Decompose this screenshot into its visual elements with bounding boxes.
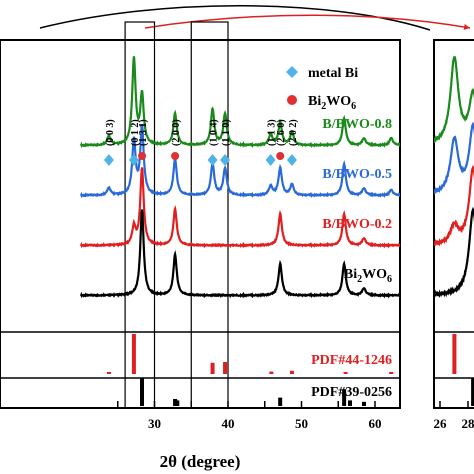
series-layer: [79, 56, 400, 299]
reference-label-1: PDF#44-1246: [311, 353, 392, 368]
peak-marker-4: [171, 152, 180, 160]
series-line-1: [79, 56, 400, 149]
x-tick-label-2: 30: [148, 416, 161, 431]
reference-stick-1-6: [289, 370, 294, 374]
inset-plot-frame: [433, 39, 474, 409]
highlight-box-2: [190, 21, 229, 409]
reference-stick-1-1: [106, 372, 111, 374]
highlight-boxes: [124, 21, 229, 409]
hkl-label-7: (1 1 3): [267, 119, 278, 146]
peak-marker-layer: (0 0 3) (0 1 2)(1 3 1) (2 0 0) (1 0 4) (1 1 …: [103, 119, 299, 166]
x-tick-label-8: 60: [369, 416, 382, 431]
inset-series-line-3: [434, 164, 474, 247]
inset-series-line-4: [434, 206, 474, 298]
x-tick-label-6: 50: [295, 416, 308, 431]
x-tick-label-4: 40: [222, 416, 235, 431]
x-axis: 30 40 50 60: [117, 401, 382, 431]
peak-marker-5: [207, 154, 218, 166]
reference-stick-2-4: [278, 397, 283, 406]
hkl-label-6: (1 1 0): [221, 119, 232, 146]
inset-layer: [434, 55, 474, 406]
reference-stick-2-1: [140, 378, 145, 406]
peak-marker-8: [276, 152, 285, 160]
hkl-label-2: (0 1 2): [130, 119, 141, 146]
series-label-layer: B/BWO-0.8 B/BWO-0.5 B/BWO-0.2 Bi2WO6: [322, 117, 392, 285]
inset-series-line-2: [434, 121, 474, 195]
reference-stick-2-7: [361, 401, 366, 406]
legend-symbol-1: [286, 66, 298, 78]
series-line-2: [79, 124, 400, 199]
peak-marker-6: [220, 154, 231, 166]
series-line-4: [79, 209, 400, 299]
inset-x-axis: 26 28: [434, 401, 474, 431]
series-label-4: Bi2WO6: [344, 267, 392, 285]
inset-x-tick-label-1: 26: [434, 416, 448, 431]
series-label-1: B/BWO-0.8: [322, 117, 392, 132]
hkl-label-4: (2 0 0): [171, 119, 182, 146]
hkl-label-5: (1 0 4): [209, 119, 220, 146]
hkl-label-8: (2 6 0): [276, 119, 287, 146]
hkl-label-1: (0 0 3): [105, 119, 116, 146]
peak-marker-2: [128, 154, 139, 166]
reference-stick-1-7: [343, 372, 348, 374]
peak-marker-1: [103, 154, 114, 166]
reference-stick-2-2: [173, 399, 178, 406]
reference-stick-2-3: [175, 400, 180, 406]
legend-symbol-2: [287, 95, 297, 105]
reference-layer: PDF#44-1246 PDF#39-0256: [106, 334, 394, 406]
legend: metal Bi Bi2WO6: [286, 66, 358, 112]
inset-series-line-1: [434, 55, 474, 144]
hkl-label-3: (1 3 1): [138, 119, 149, 146]
inset-x-tick-label-2: 28: [462, 416, 474, 431]
peak-marker-3: [138, 152, 147, 160]
series-line-3: [79, 167, 400, 249]
connector-arrow-black: [39, 5, 431, 31]
reference-stick-1-5: [269, 371, 274, 374]
peak-marker-9: [286, 154, 297, 166]
hkl-label-9: (2 0 2): [288, 119, 299, 146]
reference-stick-1-3: [210, 362, 215, 374]
peak-marker-7: [265, 154, 276, 166]
reference-stick-1-4: [223, 362, 228, 374]
series-label-2: B/BWO-0.5: [322, 167, 392, 182]
x-axis-title: 2θ (degree): [160, 452, 241, 471]
reference-stick-2-6: [348, 400, 353, 406]
connector-arrow-red: [144, 14, 471, 30]
reference-label-2: PDF#39-0256: [311, 385, 392, 400]
reference-stick-1-8: [389, 372, 394, 374]
reference-stick-1-2: [131, 334, 136, 374]
inset-reference-stick-2-1: [471, 378, 474, 406]
legend-label-2: Bi2WO6: [308, 94, 356, 112]
highlight-box-1: [124, 21, 156, 409]
legend-label-1: metal Bi: [308, 66, 358, 81]
inset-reference-stick-1-2: [452, 334, 457, 374]
reference-stick-2-5: [342, 389, 347, 406]
series-label-3: B/BWO-0.2: [322, 217, 392, 232]
